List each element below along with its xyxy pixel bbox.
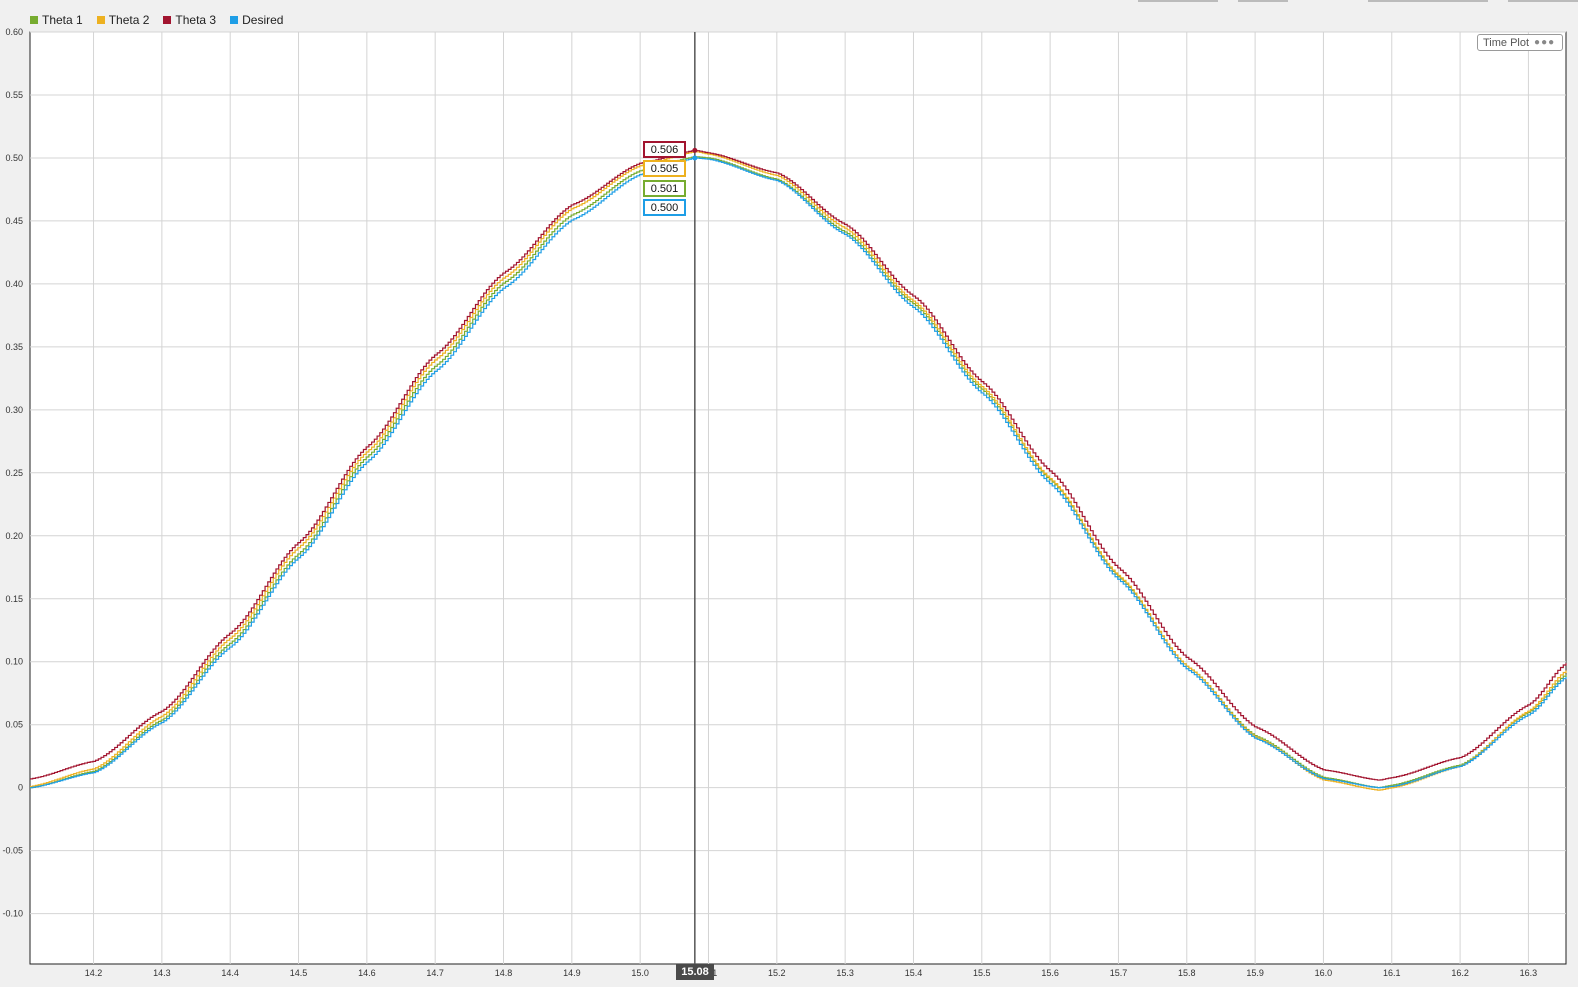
legend-label: Theta 2 [108, 13, 150, 27]
legend-item-theta-3[interactable]: Theta 3 [163, 13, 216, 27]
grid-lines [30, 31, 1566, 964]
plot-area[interactable] [29, 31, 1567, 965]
y-tick-label: 0.45 [5, 216, 23, 226]
time-plot-label: Time Plot [1483, 36, 1530, 49]
x-tick-label: 15.2 [768, 968, 786, 978]
x-tick-label: 16.1 [1383, 968, 1401, 978]
x-tick-label: 14.9 [563, 968, 581, 978]
cursor-marker [692, 155, 698, 161]
x-tick-label: 14.3 [153, 968, 171, 978]
y-tick-label: 0 [18, 783, 23, 793]
legend-label: Desired [242, 13, 284, 27]
series-line-desired [30, 157, 1567, 789]
y-tick-label: -0.05 [2, 846, 23, 856]
x-tick-label: 14.8 [495, 968, 513, 978]
legend: Theta 1 Theta 2 Theta 3 Desired [30, 10, 297, 30]
y-tick-label: 0.60 [5, 27, 23, 37]
x-tick-label: 16.2 [1451, 968, 1469, 978]
legend-swatch-theta-2 [96, 16, 105, 24]
readout-theta-1: 0.501 [643, 180, 686, 197]
x-tick-label: 14.7 [426, 968, 444, 978]
x-tick-label: 14.5 [290, 968, 308, 978]
readout-value: 0.506 [650, 143, 679, 156]
legend-swatch-theta-1 [30, 16, 38, 24]
legend-swatch-desired [230, 16, 239, 24]
readout-theta-3: 0.506 [643, 141, 686, 158]
readout-desired: 0.500 [643, 199, 686, 216]
readout-theta-2: 0.505 [643, 160, 686, 177]
y-tick-label: 0.20 [5, 531, 23, 541]
cursor-marker [692, 147, 698, 153]
readout-value: 0.505 [650, 162, 679, 175]
legend-item-desired[interactable]: Desired [230, 13, 283, 27]
y-tick-label: -0.10 [2, 909, 23, 919]
series-lines [30, 149, 1567, 791]
legend-label: Theta 3 [175, 13, 217, 27]
x-tick-label: 15.8 [1178, 968, 1196, 978]
y-tick-label: 0.10 [5, 657, 23, 667]
y-tick-label: 0.15 [5, 594, 23, 604]
cursor-markers [692, 147, 698, 161]
x-axis-ticks: 14.214.314.414.514.614.714.814.915.015.1… [85, 968, 1537, 978]
y-tick-label: 0.30 [5, 405, 23, 415]
x-tick-label: 15.4 [905, 968, 923, 978]
cursor-time-label[interactable]: 15.08 [676, 964, 714, 980]
x-tick-label: 14.4 [221, 968, 239, 978]
x-tick-label: 15.5 [973, 968, 991, 978]
y-tick-label: 0.40 [5, 279, 23, 289]
y-tick-label: 0.55 [5, 90, 23, 100]
x-tick-label: 14.2 [85, 968, 103, 978]
legend-item-theta-1[interactable]: Theta 1 [30, 13, 83, 27]
x-tick-label: 15.3 [836, 968, 854, 978]
y-tick-label: 0.50 [5, 153, 23, 163]
y-tick-label: 0.25 [5, 468, 23, 478]
cursor-time-value: 15.08 [681, 966, 709, 978]
y-tick-label: 0.35 [5, 342, 23, 352]
y-tick-label: 0.05 [5, 720, 23, 730]
legend-swatch-theta-3 [163, 16, 172, 24]
toolbar-edge [1138, 0, 1578, 3]
x-tick-label: 15.0 [631, 968, 649, 978]
series-line-theta-2 [30, 151, 1567, 791]
x-tick-label: 16.0 [1315, 968, 1333, 978]
x-tick-label: 16.3 [1520, 968, 1538, 978]
legend-item-theta-2[interactable]: Theta 2 [96, 13, 150, 27]
x-tick-label: 15.7 [1110, 968, 1128, 978]
readout-value: 0.500 [650, 201, 679, 214]
time-plot-button[interactable]: Time Plot ●●● [1477, 34, 1563, 51]
x-tick-label: 15.6 [1041, 968, 1059, 978]
y-axis-ticks: 0.60 0.55 0.50 0.45 0.40 0.35 0.30 0.25 0.20 0.15… [2, 27, 23, 919]
series-line-theta-3 [30, 149, 1567, 781]
x-tick-label: 15.9 [1246, 968, 1264, 978]
legend-label: Theta 1 [42, 13, 83, 27]
readout-value: 0.501 [650, 182, 679, 195]
x-tick-label: 14.6 [358, 968, 376, 978]
more-options-icon[interactable]: ●●● [1534, 37, 1556, 48]
